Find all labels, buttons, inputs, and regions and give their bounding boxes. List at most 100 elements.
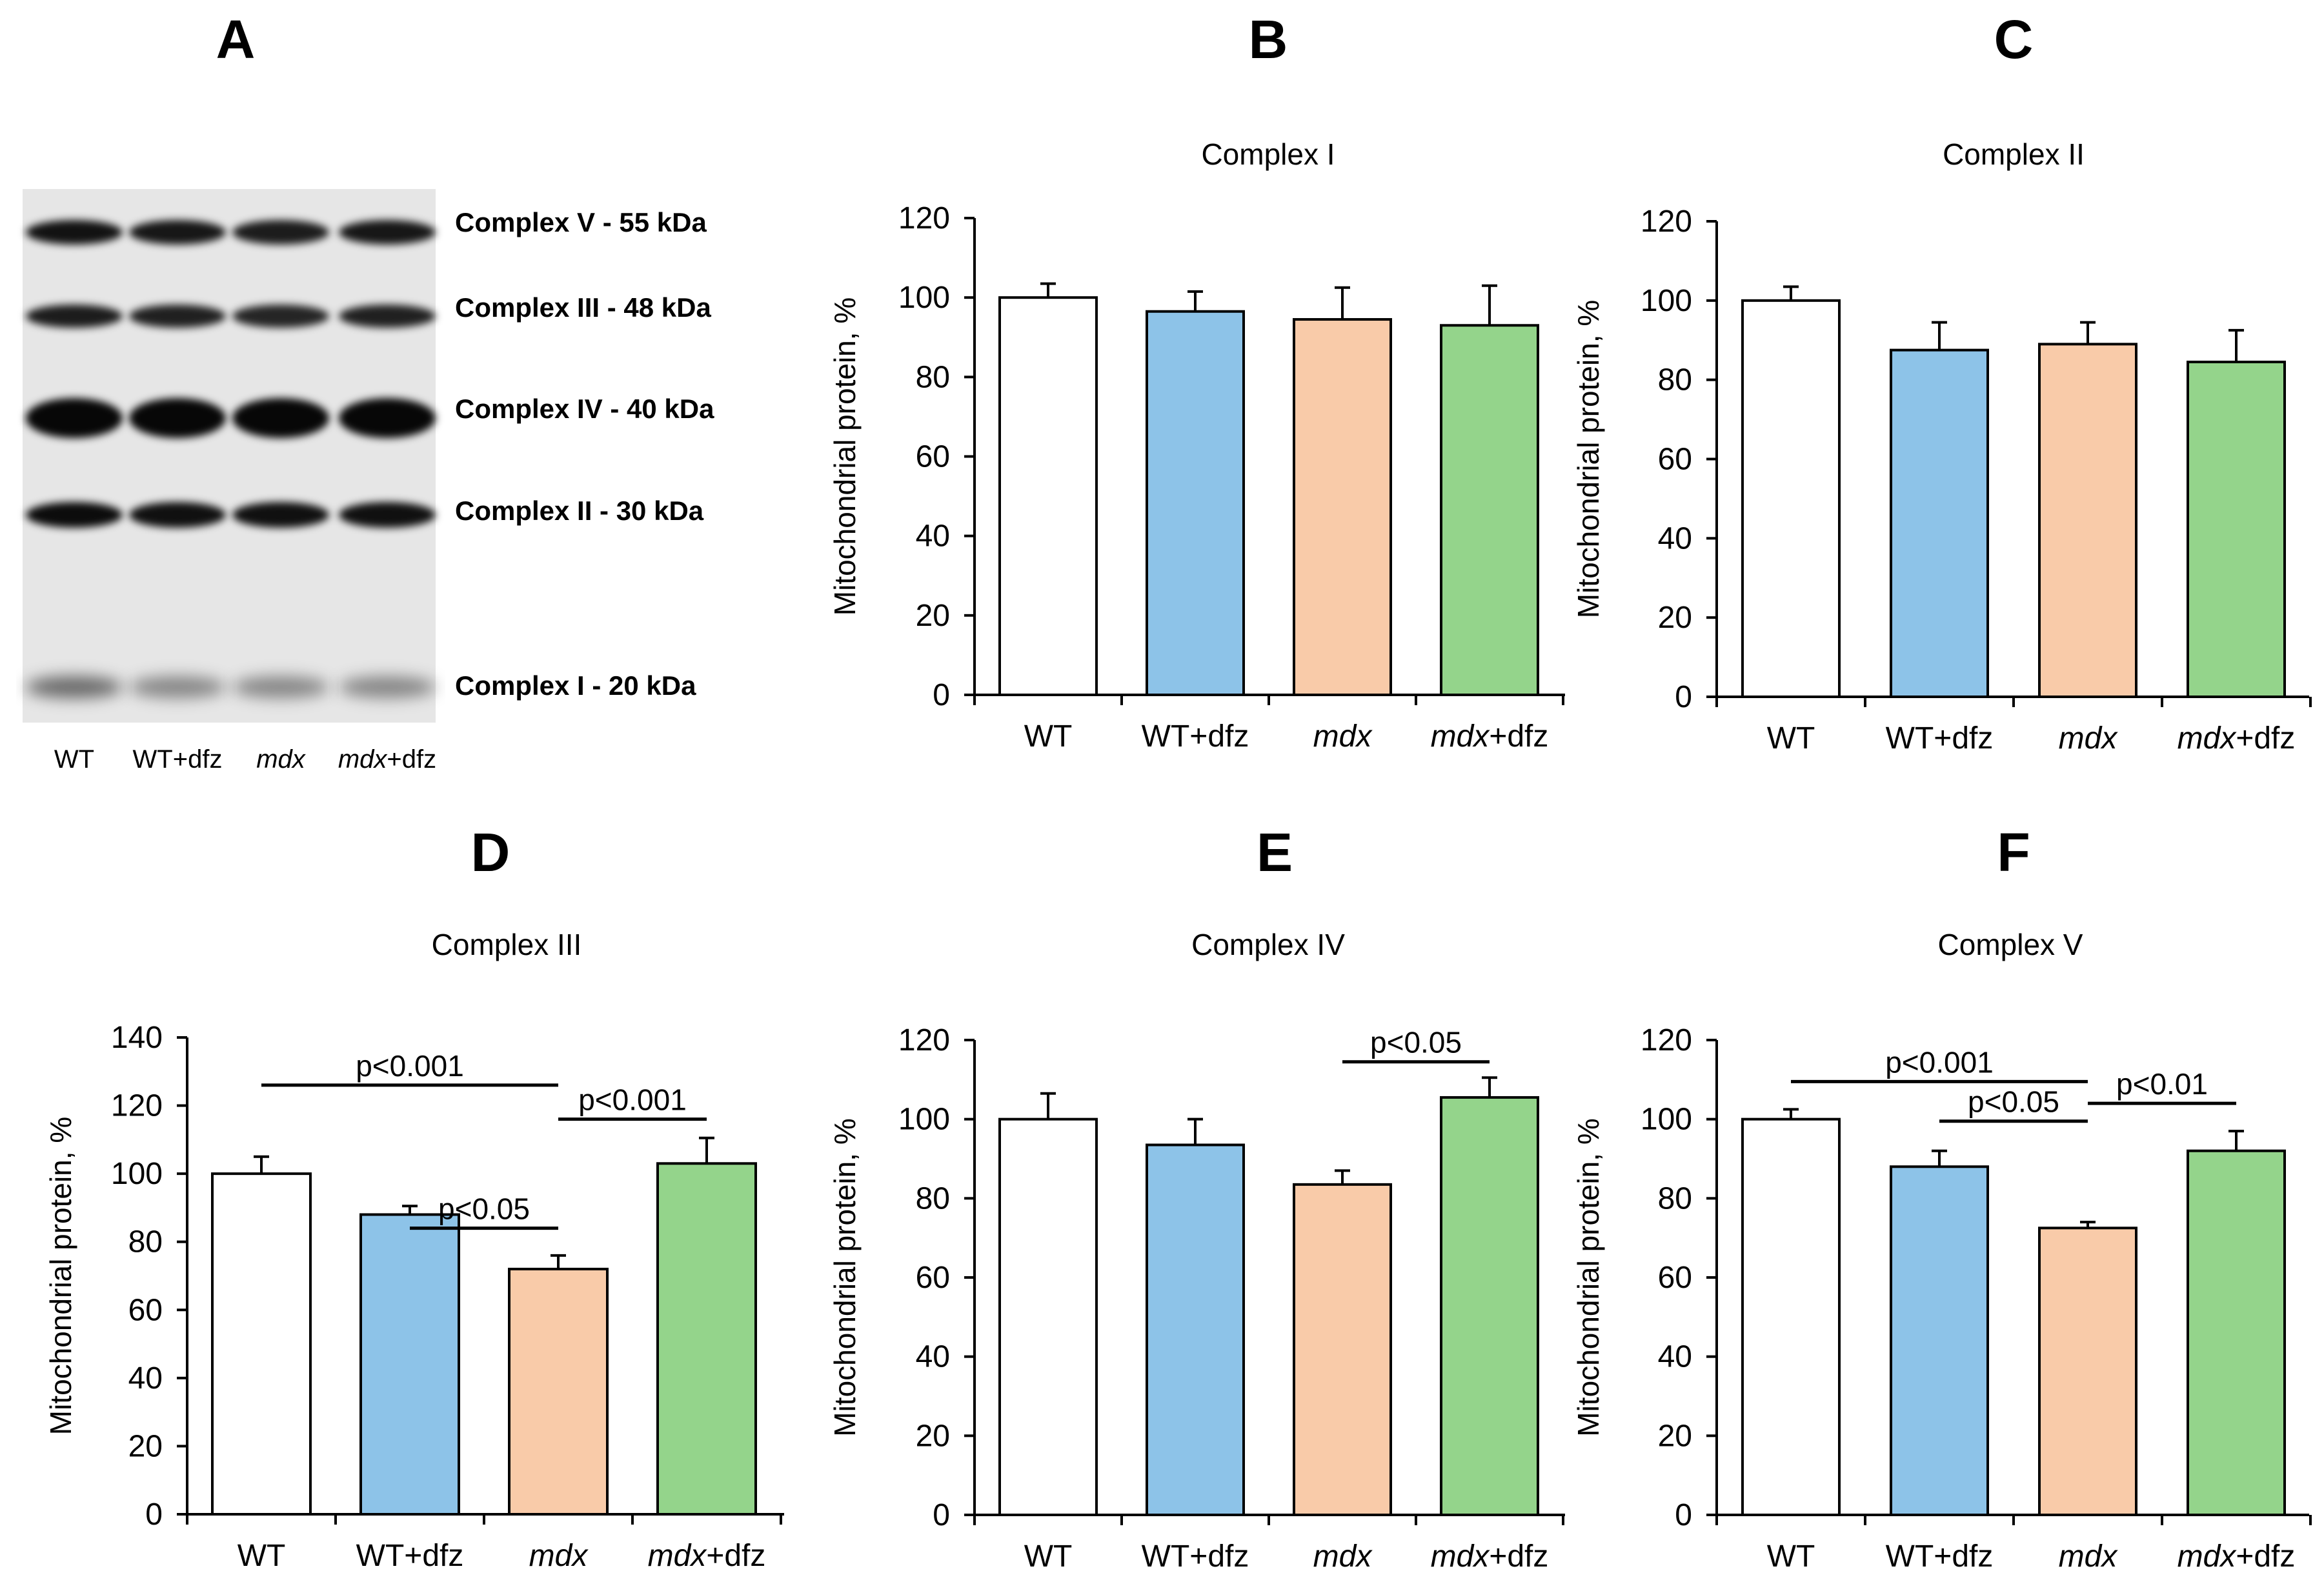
bar-mdx	[508, 1267, 609, 1516]
bar-mdx	[2038, 1227, 2137, 1517]
y-tick-label: 100	[111, 1157, 163, 1191]
band-complex-ii	[232, 502, 329, 528]
x-tick-label: mdx	[2059, 1539, 2119, 1574]
lane-labels: WT WT+dfz mdx mdx+dfz	[54, 745, 436, 774]
bar-wt	[1741, 1117, 1841, 1516]
band-complex-iii	[129, 305, 226, 328]
y-tick-label: 60	[916, 1261, 950, 1295]
panel-label: D	[471, 822, 510, 883]
x-tick-label: mdx	[1313, 719, 1373, 754]
y-tick-label: 120	[1641, 205, 1692, 239]
band-labels: Complex V - 55 kDa Complex III - 48 kDa …	[455, 207, 714, 701]
bar-wt	[211, 1172, 312, 1516]
y-tick-label: 40	[1658, 521, 1692, 556]
bar-wt	[998, 1117, 1098, 1516]
bar-wt-dfz	[1146, 1143, 1245, 1516]
y-tick-label: 80	[1658, 363, 1692, 397]
y-axis-label: Mitochondrial protein, %	[1571, 1118, 1605, 1436]
y-tick-label: 0	[1675, 1498, 1692, 1532]
chart-complex-i: B Complex I Mitochondrial protein, % 0 20 40 6…	[828, 9, 1565, 754]
x-tick-label: mdx+dfz	[1431, 1539, 1549, 1574]
band-complex-v	[339, 220, 436, 245]
chart-title: Complex III	[432, 928, 582, 961]
bar-wt	[998, 296, 1098, 696]
bar-wt-dfz	[1890, 1165, 1989, 1517]
chart-complex-ii: C Complex II Mitochondrial protein, % 0 20 40…	[1571, 9, 2312, 756]
y-tick-label: 120	[898, 1023, 950, 1057]
bar-mdx-dfz	[1440, 1096, 1539, 1516]
y-axis-label: Mitochondrial protein, %	[1571, 300, 1605, 618]
band-complex-i	[339, 676, 436, 698]
y-tick-label: 100	[898, 1103, 950, 1137]
chart-title: Complex I	[1201, 137, 1335, 171]
x-tick-label: mdx+dfz	[648, 1539, 766, 1573]
y-tick-label: 0	[1675, 680, 1692, 714]
band-complex-i	[232, 676, 329, 698]
panel-label: F	[1997, 822, 2030, 883]
bar-wt	[1741, 299, 1841, 699]
blot-membrane	[23, 189, 436, 723]
band-complex-iv	[129, 398, 226, 438]
band-complex-iv	[232, 398, 329, 438]
bar-wt-dfz	[1890, 348, 1989, 698]
band-complex-ii	[339, 502, 436, 528]
y-tick-label: 0	[933, 678, 950, 712]
y-tick-label: 60	[128, 1293, 163, 1327]
significance-label: p<0.05	[438, 1192, 530, 1226]
band-label-complex-iv: Complex IV - 40 kDa	[455, 394, 714, 424]
band-complex-iv	[339, 398, 436, 438]
band-complex-v	[129, 220, 226, 245]
x-tick-label: mdx	[529, 1539, 589, 1573]
significance-label: p<0.001	[356, 1049, 464, 1083]
x-tick-label: mdx+dfz	[2177, 721, 2296, 756]
panel-label: B	[1249, 9, 1288, 70]
chart-title: Complex V	[1938, 928, 2083, 961]
y-axis-label: Mitochondrial protein, %	[828, 1118, 862, 1436]
x-tick-label: WT	[1024, 1539, 1073, 1574]
y-axis-label: Mitochondrial protein, %	[828, 297, 862, 616]
chart-title: Complex IV	[1191, 928, 1345, 961]
significance-label: p<0.001	[1885, 1045, 1994, 1079]
x-tick-label: WT	[1767, 721, 1815, 756]
bar-mdx-dfz	[2187, 361, 2286, 698]
y-tick-label: 120	[111, 1089, 163, 1123]
blot-bands	[26, 220, 436, 698]
x-tick-label: mdx	[1313, 1539, 1373, 1574]
x-tick-label: mdx+dfz	[2177, 1539, 2296, 1574]
bar-mdx-dfz	[1440, 324, 1539, 696]
y-tick-label: 0	[933, 1498, 950, 1532]
western-blot-panel: A Complex V - 55 kDa Complex III - 48 kD…	[23, 9, 714, 774]
chart-title: Complex II	[1943, 137, 2085, 171]
band-complex-iii	[26, 305, 123, 328]
significance-label: p<0.001	[578, 1083, 687, 1117]
y-tick-label: 20	[1658, 601, 1692, 635]
significance-label: p<0.05	[1968, 1085, 2059, 1119]
y-tick-label: 120	[898, 201, 950, 235]
x-tick-label: WT+dfz	[1886, 1539, 1994, 1574]
bar-mdx	[1293, 318, 1392, 697]
y-tick-label: 20	[128, 1429, 163, 1463]
y-tick-label: 80	[128, 1225, 163, 1259]
band-complex-iv	[26, 398, 123, 438]
band-label-complex-i: Complex I - 20 kDa	[455, 670, 696, 701]
lane-label-wt: WT	[54, 745, 94, 774]
y-tick-label: 20	[1658, 1419, 1692, 1453]
significance-label: p<0.05	[1370, 1026, 1462, 1059]
lane-label-wt-dfz: WT+dfz	[133, 745, 223, 774]
x-tick-label: WT+dfz	[1142, 1539, 1249, 1574]
y-tick-label: 40	[128, 1361, 163, 1396]
y-axis-label: Mitochondrial protein, %	[44, 1117, 77, 1435]
y-tick-label: 40	[916, 1340, 950, 1374]
y-tick-label: 80	[916, 360, 950, 394]
band-complex-i	[26, 676, 123, 698]
y-tick-label: 20	[916, 1419, 950, 1453]
panel-label: E	[1257, 822, 1293, 883]
band-complex-iii	[339, 305, 436, 328]
panel-label-a: A	[216, 9, 256, 70]
bar-mdx-dfz	[2187, 1149, 2286, 1516]
y-tick-label: 60	[916, 440, 950, 474]
panel-label: C	[1994, 9, 2034, 70]
bar-mdx-dfz	[656, 1162, 757, 1516]
y-tick-label: 100	[1641, 1103, 1692, 1137]
